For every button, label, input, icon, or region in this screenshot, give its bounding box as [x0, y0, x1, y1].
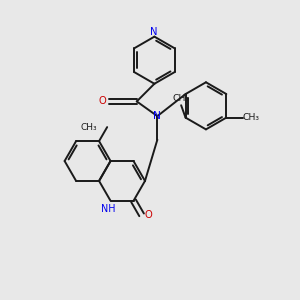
Text: CH₃: CH₃: [243, 113, 260, 122]
Text: O: O: [98, 96, 106, 106]
Text: NH: NH: [101, 204, 116, 214]
Text: CH₃: CH₃: [172, 94, 190, 103]
Text: O: O: [144, 210, 152, 220]
Text: CH₃: CH₃: [80, 123, 97, 132]
Text: N: N: [150, 27, 158, 37]
Text: N: N: [153, 111, 161, 121]
